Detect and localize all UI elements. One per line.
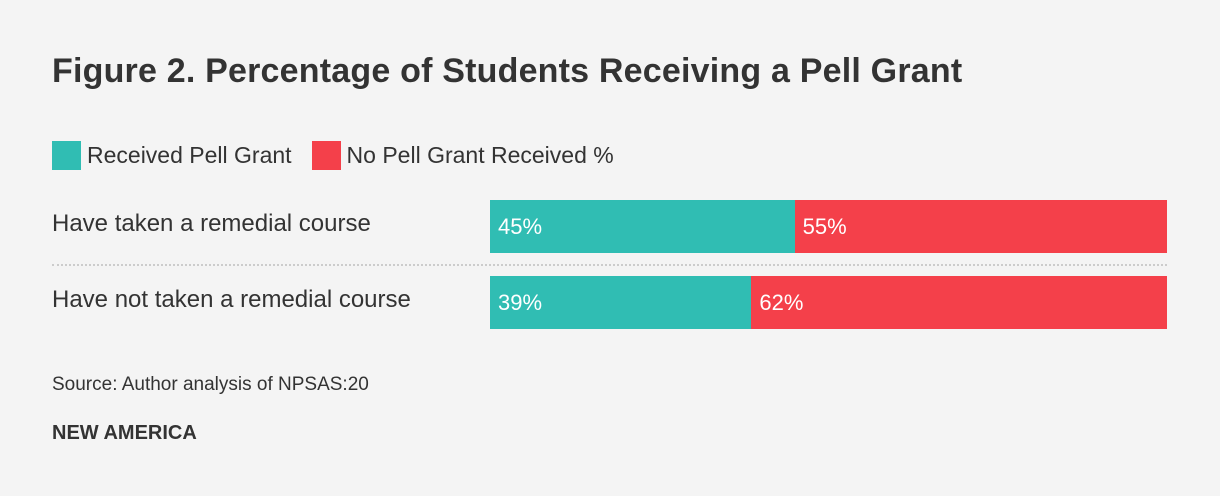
- data-label: 55%: [802, 213, 847, 239]
- legend-item-not-received: No Pell Grant Received %: [311, 141, 614, 170]
- bar-segment-received: 39%: [490, 276, 752, 329]
- legend-swatch-not-received: [311, 141, 341, 170]
- bar-row-not-taken: 39% 62%: [490, 276, 1167, 329]
- row-label-taken: Have taken a remedial course: [52, 210, 371, 237]
- legend-swatch-received: [52, 141, 81, 170]
- legend-label-not-received: No Pell Grant Received %: [346, 142, 614, 168]
- brand-logo-text: NEW AMERICA: [52, 422, 197, 444]
- legend-item-received: Received Pell Grant: [52, 141, 292, 170]
- row-label-not-taken: Have not taken a remedial course: [52, 286, 411, 313]
- data-label: 45%: [498, 213, 543, 239]
- legend: Received Pell Grant No Pell Grant Receiv…: [52, 141, 634, 170]
- bar-segment-received: 45%: [490, 200, 795, 253]
- legend-label-received: Received Pell Grant: [87, 142, 292, 168]
- data-label: 62%: [759, 289, 804, 315]
- data-label: 39%: [498, 289, 543, 315]
- source-note: Source: Author analysis of NPSAS:20: [52, 374, 369, 395]
- row-divider: [52, 264, 1167, 266]
- bar-segment-not-received: 62%: [751, 276, 1167, 329]
- bar-segment-not-received: 55%: [794, 200, 1167, 253]
- chart-title: Figure 2. Percentage of Students Receivi…: [52, 52, 963, 90]
- bar-row-taken: 45% 55%: [490, 200, 1167, 253]
